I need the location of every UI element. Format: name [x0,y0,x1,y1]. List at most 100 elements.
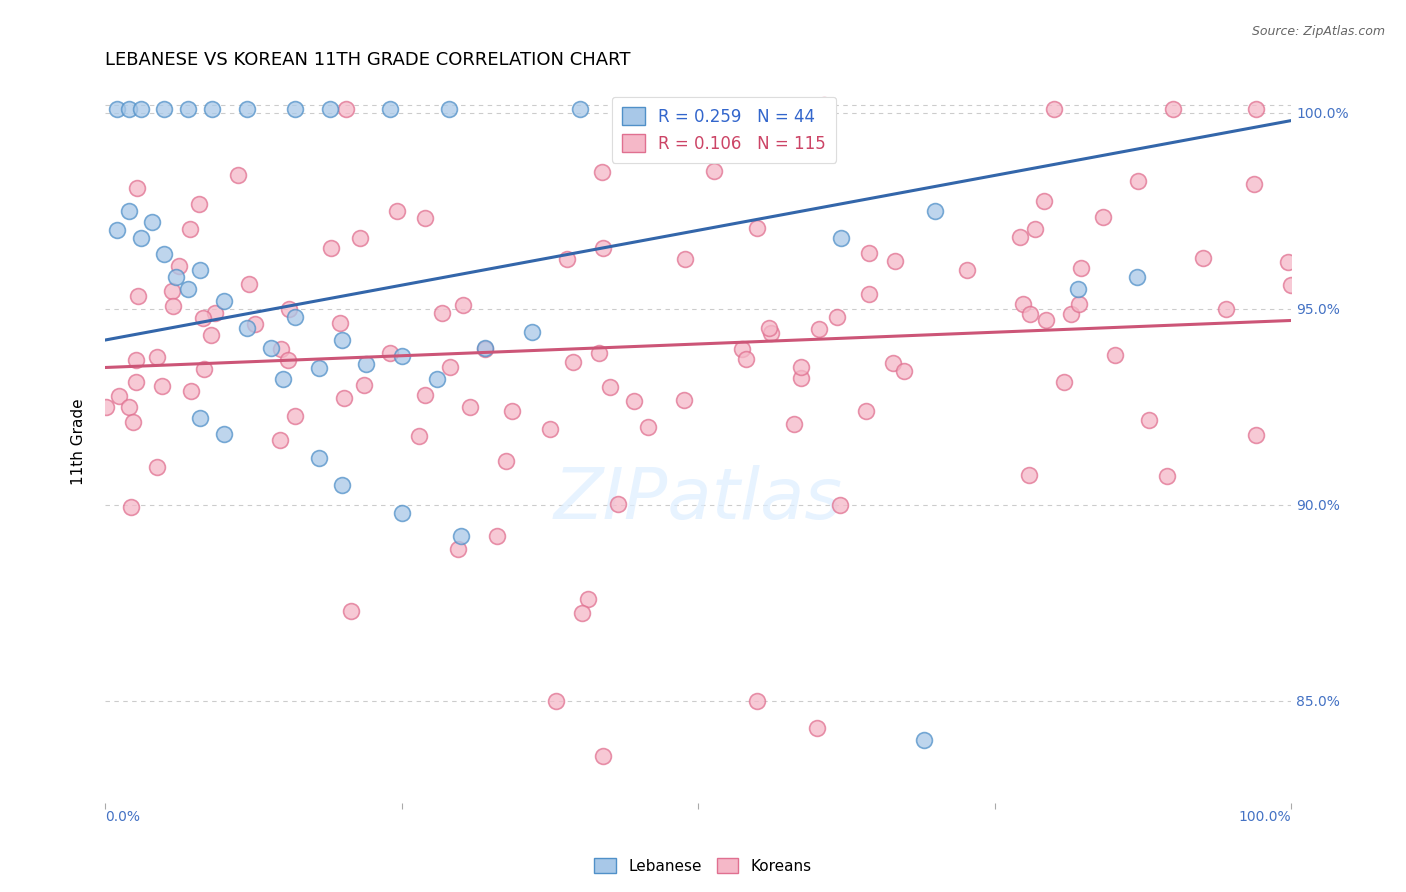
Point [451,298,474,312]
Point [538,422,561,436]
Point [1126,270,1149,285]
Point [884,253,907,268]
Point [277,301,299,316]
Point [450,529,472,543]
Text: 0.0%: 0.0% [105,810,141,824]
Point [160,284,183,298]
Point [120,500,142,515]
Point [1091,210,1114,224]
Point [201,102,224,116]
Point [474,342,496,356]
Point [122,415,145,429]
Point [243,317,266,331]
Point [284,409,307,423]
Point [193,362,215,376]
Point [238,277,260,292]
Point [1018,468,1040,483]
Point [319,102,342,116]
Point [129,231,152,245]
Point [118,203,141,218]
Point [858,246,880,260]
Point [592,241,614,255]
Point [426,372,449,386]
Point [118,102,141,116]
Point [912,732,935,747]
Text: LEBANESE VS KOREAN 11TH GRADE CORRELATION CHART: LEBANESE VS KOREAN 11TH GRADE CORRELATIO… [105,51,630,69]
Point [568,102,591,116]
Point [212,427,235,442]
Y-axis label: 11th Grade: 11th Grade [72,399,86,485]
Point [1070,261,1092,276]
Point [1067,282,1090,296]
Point [277,352,299,367]
Point [758,320,780,334]
Point [432,306,454,320]
Point [380,346,402,360]
Point [672,392,695,407]
Point [555,252,578,266]
Point [191,311,214,326]
Point [179,222,201,236]
Point [204,306,226,320]
Point [339,604,361,618]
Point [623,394,645,409]
Point [561,355,583,369]
Point [1012,297,1035,311]
Point [731,342,754,356]
Point [1215,301,1237,316]
Point [127,180,149,194]
Point [520,325,543,339]
Point [808,322,831,336]
Point [271,372,294,386]
Point [813,98,835,112]
Point [592,748,614,763]
Point [1244,428,1267,442]
Point [544,694,567,708]
Point [94,400,117,414]
Point [349,231,371,245]
Point [353,378,375,392]
Text: ZIPatlas: ZIPatlas [554,466,842,534]
Point [806,721,828,735]
Point [319,241,342,255]
Point [882,356,904,370]
Text: 100.0%: 100.0% [1239,810,1291,824]
Point [226,169,249,183]
Point [1010,230,1032,244]
Point [599,380,621,394]
Point [169,260,191,274]
Point [1137,413,1160,427]
Point [125,375,148,389]
Point [588,346,610,360]
Point [830,231,852,245]
Point [107,389,129,403]
Point [141,215,163,229]
Point [333,391,356,405]
Point [330,333,353,347]
Point [827,310,849,325]
Point [236,102,259,116]
Point [437,102,460,116]
Legend: R = 0.259   N = 44, R = 0.106   N = 115: R = 0.259 N = 44, R = 0.106 N = 115 [612,97,837,162]
Point [105,102,128,116]
Text: Source: ZipAtlas.com: Source: ZipAtlas.com [1251,25,1385,38]
Point [673,252,696,267]
Point [703,164,725,178]
Point [308,360,330,375]
Point [710,102,733,116]
Point [790,371,813,385]
Point [146,351,169,365]
Point [335,102,357,116]
Point [145,459,167,474]
Point [439,360,461,375]
Point [1035,313,1057,327]
Point [474,341,496,355]
Point [956,263,979,277]
Point [105,223,128,237]
Point [1277,254,1299,268]
Point [1053,376,1076,390]
Point [153,247,176,261]
Point [177,102,200,116]
Point [284,102,307,116]
Point [1019,307,1042,321]
